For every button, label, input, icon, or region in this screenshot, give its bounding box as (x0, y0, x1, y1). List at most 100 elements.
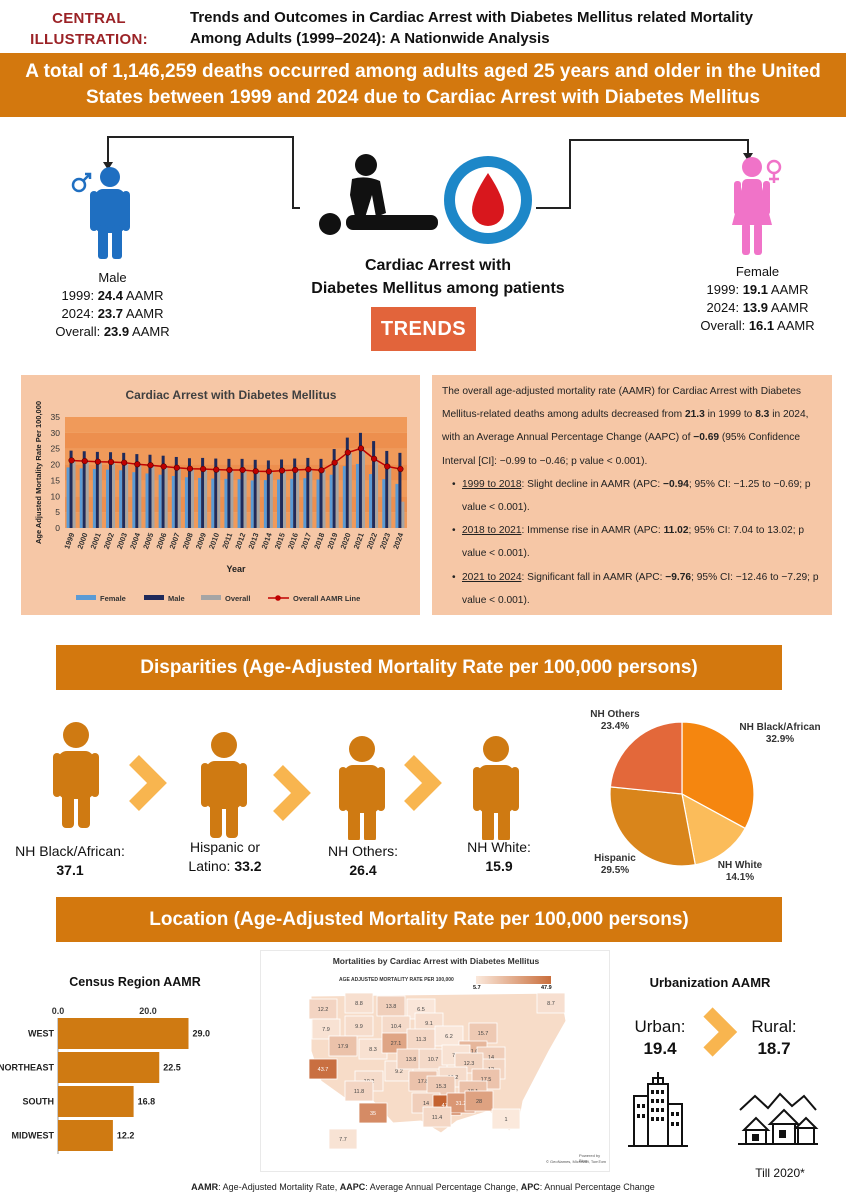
trends-badge: TRENDS (371, 307, 476, 351)
race-value: 33.2 (234, 858, 262, 874)
bar-overall (256, 471, 260, 528)
desc-value: −9.76 (665, 571, 692, 583)
state-region (344, 1015, 374, 1037)
map-legend-max: 47.9 (541, 985, 552, 991)
bullet-period: 2018 to 2021 (462, 525, 522, 537)
state-value-label: 6.5 (417, 1007, 425, 1013)
pie-label-pct: 29.5% (600, 865, 630, 876)
legend-label: Overall AAMR Line (293, 594, 360, 603)
bar-female (250, 480, 254, 528)
pie-slice (609, 786, 696, 867)
overall-aamr-point (371, 455, 378, 462)
overall-aamr-point (226, 466, 233, 474)
female-figure-icon (732, 157, 772, 255)
bar-overall (309, 469, 313, 528)
bar-female (158, 474, 162, 528)
desc-text: The overall age-adjusted mortality rate … (442, 386, 801, 421)
bar-overall (283, 470, 287, 528)
stat-unit: AAMR (768, 282, 809, 297)
race-value: 26.4 (349, 862, 377, 878)
overall-aamr-point (134, 461, 141, 468)
chevron-right-icon (129, 755, 167, 811)
y-tick-label: 15 (51, 475, 61, 485)
bar-female (66, 467, 70, 528)
map-credit-1: Powered by Bing (579, 1153, 601, 1163)
bar-female (329, 474, 333, 528)
y-tick-label: 10 (51, 491, 61, 501)
overall-aamr-point (94, 458, 101, 465)
bar-female (290, 478, 294, 528)
y-tick-label: 30 (51, 428, 61, 438)
race-name: Latino: (188, 858, 235, 874)
overall-aamr-point (357, 445, 365, 452)
bar-overall (112, 462, 116, 528)
bar-male (122, 452, 126, 528)
bar-male (253, 459, 257, 528)
legend-swatch (76, 595, 96, 600)
bar-overall (190, 468, 194, 528)
race-name: Hispanic or (189, 839, 261, 855)
state-region (308, 1058, 338, 1080)
map-legend-title: AGE ADJUSTED MORTALITY RATE PER 100,000 (339, 977, 454, 983)
title-line: Trends and Outcomes in Cardiac Arrest wi… (190, 9, 753, 26)
female-overall: Overall: 16.1 AAMR (685, 317, 830, 335)
race-name: NH Others: (327, 843, 398, 859)
bar-overall (401, 501, 405, 528)
census-region-chart: 0.0 20.0 WEST 29.0 NORTHEAST 22.5 SOUTH 16.8 MID… (0, 1006, 210, 1154)
map-legend-min: 5.7 (473, 985, 481, 991)
state-region (344, 992, 374, 1014)
person-icon (201, 732, 247, 838)
census-bar (58, 1052, 160, 1083)
abbr-def: : Annual Percentage Change (539, 1182, 655, 1192)
person-icon (473, 736, 519, 840)
legend-label: Male (168, 594, 185, 603)
abbr: AAMR (191, 1182, 219, 1192)
desc-text: in 1999 to (704, 409, 756, 421)
stat-unit: AAMR (129, 324, 170, 339)
bullet-period: 1999 to 2018 (462, 478, 522, 490)
state-region (536, 992, 566, 1014)
state-region (344, 1080, 374, 1102)
bar-female (145, 473, 149, 528)
pie-label-pct: 32.9% (765, 734, 795, 745)
overall-aamr-point (344, 449, 351, 456)
stat-unit: AAMR (768, 300, 809, 315)
overall-aamr-point (384, 463, 391, 470)
state-value-label: 10.7 (428, 1057, 439, 1063)
stat-unit: AAMR (123, 306, 164, 321)
overall-aamr-point (278, 467, 286, 474)
bar-overall (125, 462, 129, 528)
state-value-label: 14 (423, 1101, 429, 1107)
stat-value: 24.4 (97, 288, 123, 303)
state-region (328, 1035, 358, 1057)
bar-male (148, 454, 152, 528)
bar-female (237, 479, 241, 528)
stat-unit: AAMR (123, 288, 164, 303)
female-connector-line (536, 139, 749, 209)
bar-female (79, 468, 83, 528)
urbanization-icons (628, 1007, 819, 1147)
desc-text: : Significant fall in AAMR (APC: (521, 571, 666, 583)
stat-prefix: 1999: (706, 282, 743, 297)
bar-female (369, 474, 373, 528)
page-title: Trends and Outcomes in Cardiac Arrest wi… (190, 7, 830, 49)
bullet-period: 2021 to 2024 (462, 571, 522, 583)
census-value-label: 12.2 (117, 1131, 135, 1141)
state-value-label: 12.2 (318, 1007, 329, 1013)
pie-slice (609, 721, 683, 795)
bar-male (358, 432, 362, 528)
bar-male (240, 458, 244, 528)
overall-aamr-point (200, 465, 207, 473)
description-bullets: 1999 to 2018: Slight decline in AAMR (AP… (442, 473, 822, 612)
bar-male (306, 457, 310, 528)
pie-label-nh-black: NH Black/African 32.9% (730, 722, 830, 746)
census-category-label: NORTHEAST (0, 1063, 55, 1073)
overall-aamr-point (81, 457, 88, 465)
bar-male (345, 437, 349, 528)
bar-female (198, 477, 202, 528)
pie-label-name: NH Others (590, 709, 640, 720)
location-header: Location (Age-Adjusted Mortality Rate pe… (56, 897, 782, 942)
race-value: 15.9 (485, 858, 513, 874)
bar-female (171, 475, 175, 528)
legend-label: Female (100, 594, 126, 603)
